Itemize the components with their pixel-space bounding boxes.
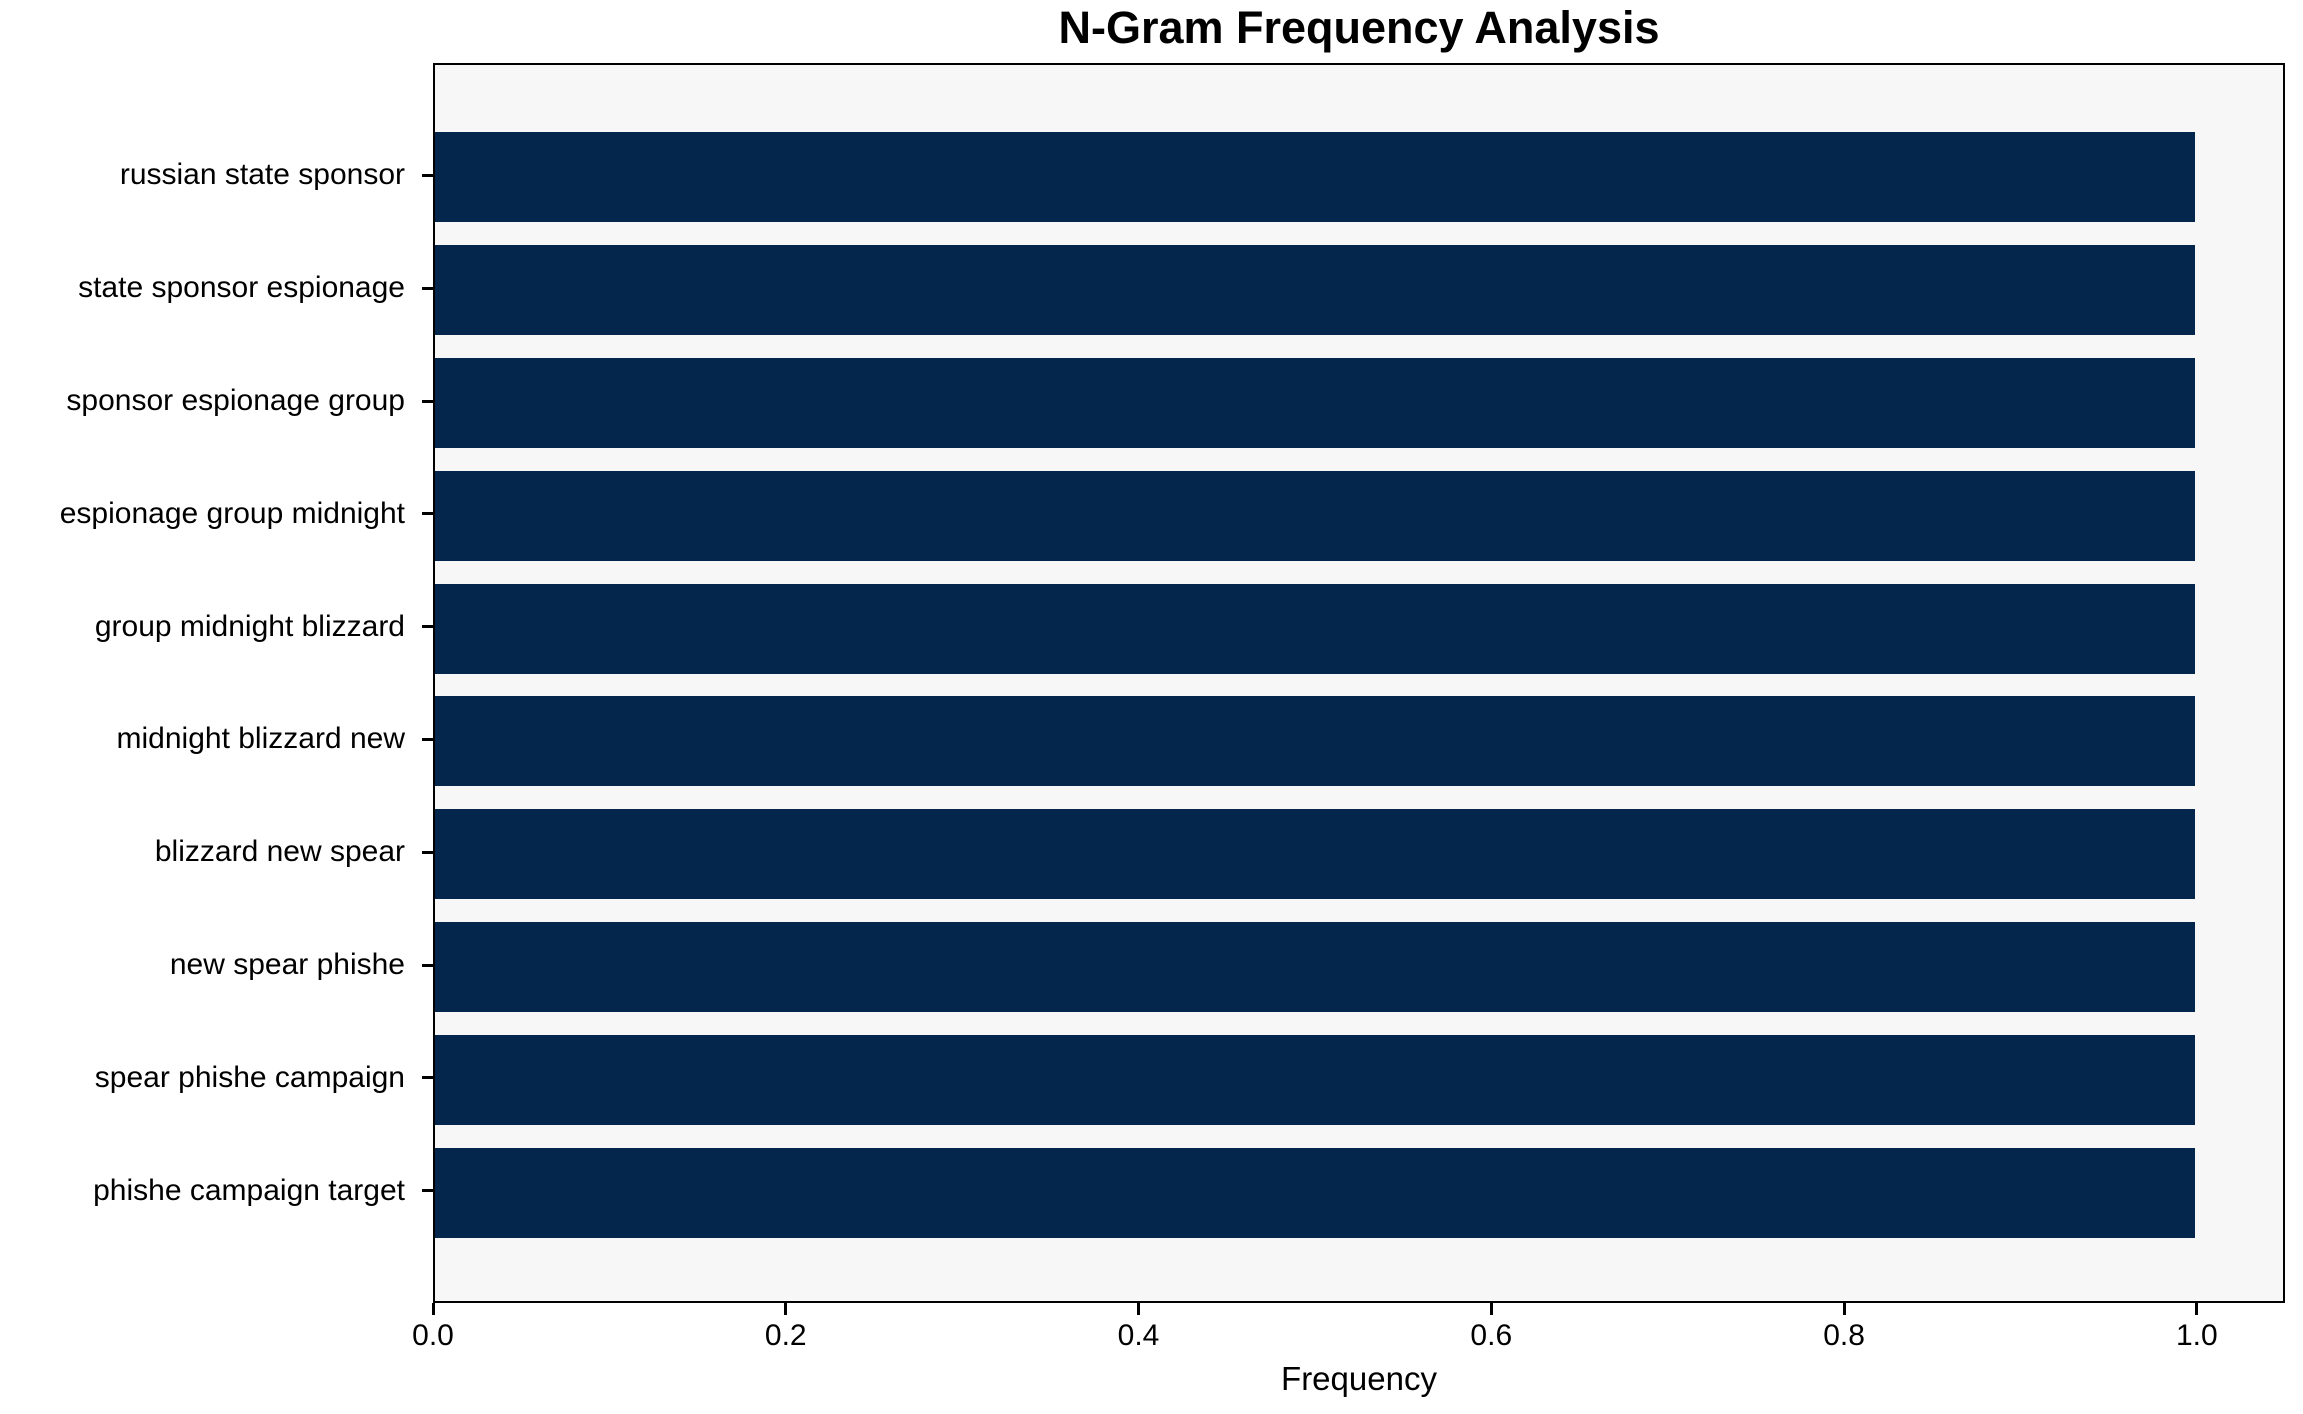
chart-title: N-Gram Frequency Analysis xyxy=(1058,2,1660,53)
x-tick-label: 0.8 xyxy=(1823,1319,1865,1352)
x-tick-mark xyxy=(1842,1303,1846,1315)
bar xyxy=(435,696,2195,787)
bar xyxy=(435,583,2195,674)
x-tick-mark xyxy=(431,1303,435,1315)
y-tick-label: blizzard new spear xyxy=(154,835,405,869)
bar xyxy=(435,1147,2195,1238)
y-tick-mark xyxy=(422,1076,433,1080)
y-tick-label: midnight blizzard new xyxy=(116,722,405,756)
y-tick-mark xyxy=(422,173,433,177)
bar xyxy=(435,132,2195,223)
x-tick-mark xyxy=(1489,1303,1493,1315)
y-tick-label: russian state sponsor xyxy=(119,158,405,192)
y-tick-mark xyxy=(422,286,433,290)
x-axis-label: Frequency xyxy=(1281,1360,1437,1397)
bar xyxy=(435,809,2195,900)
y-tick-label: phishe campaign target xyxy=(93,1173,405,1207)
y-tick-mark xyxy=(422,399,433,403)
y-tick-mark xyxy=(422,963,433,967)
bar xyxy=(435,1034,2195,1125)
y-tick-label: spear phishe campaign xyxy=(94,1060,405,1094)
y-tick-label: state sponsor espionage xyxy=(78,271,405,305)
x-tick-label: 0.0 xyxy=(412,1319,454,1352)
bar xyxy=(435,470,2195,561)
y-tick-mark xyxy=(422,737,433,741)
x-tick-label: 0.4 xyxy=(1117,1319,1160,1352)
bar xyxy=(435,358,2195,448)
bar xyxy=(435,245,2195,336)
y-tick-label: group midnight blizzard xyxy=(94,609,405,643)
y-tick-label: espionage group midnight xyxy=(59,496,405,530)
x-tick-mark xyxy=(784,1303,788,1315)
bar xyxy=(435,922,2195,1012)
x-tick-mark xyxy=(1137,1303,1141,1315)
y-tick-label: new spear phishe xyxy=(169,948,405,981)
y-tick-mark xyxy=(422,850,433,854)
x-tick-mark xyxy=(2195,1303,2199,1315)
plot-area xyxy=(433,63,2285,1303)
y-tick-mark xyxy=(422,1189,433,1193)
x-tick-label: 1.0 xyxy=(2175,1319,2218,1352)
x-tick-label: 0.6 xyxy=(1470,1319,1513,1352)
y-tick-label: sponsor espionage group xyxy=(66,384,405,417)
y-tick-mark xyxy=(422,625,433,629)
y-tick-mark xyxy=(422,512,433,516)
x-tick-label: 0.2 xyxy=(764,1319,807,1352)
